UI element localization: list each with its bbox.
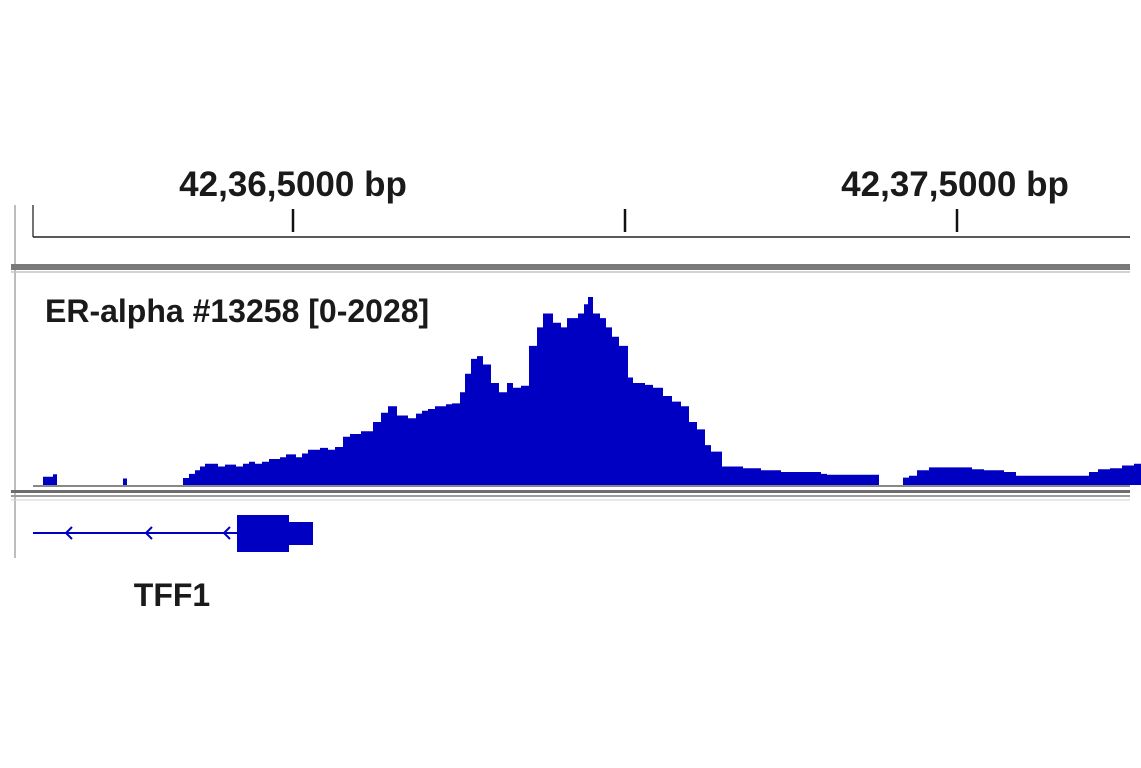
gene-utr	[289, 522, 313, 545]
track-label: ER-alpha #13258 [0-2028]	[45, 293, 429, 329]
gene-annotation: TFF1	[33, 515, 313, 613]
strand-arrow-icon	[144, 526, 153, 540]
gene-exon	[237, 515, 289, 552]
ruler: 42,36,5000 bp 42,37,5000 bp	[33, 165, 1130, 238]
track-divider-top	[11, 264, 1130, 270]
gene-name-label: TFF1	[134, 577, 210, 613]
track-divider-bottom	[11, 490, 1130, 493]
ruler-tick-label-1: 42,36,5000 bp	[179, 165, 407, 204]
coverage-area	[43, 297, 1141, 485]
ruler-tick-label-2: 42,37,5000 bp	[841, 165, 1069, 204]
strand-arrow-icon	[64, 526, 73, 540]
strand-arrow-icon	[222, 526, 231, 540]
coverage-track: ER-alpha #13258 [0-2028]	[33, 293, 1141, 487]
